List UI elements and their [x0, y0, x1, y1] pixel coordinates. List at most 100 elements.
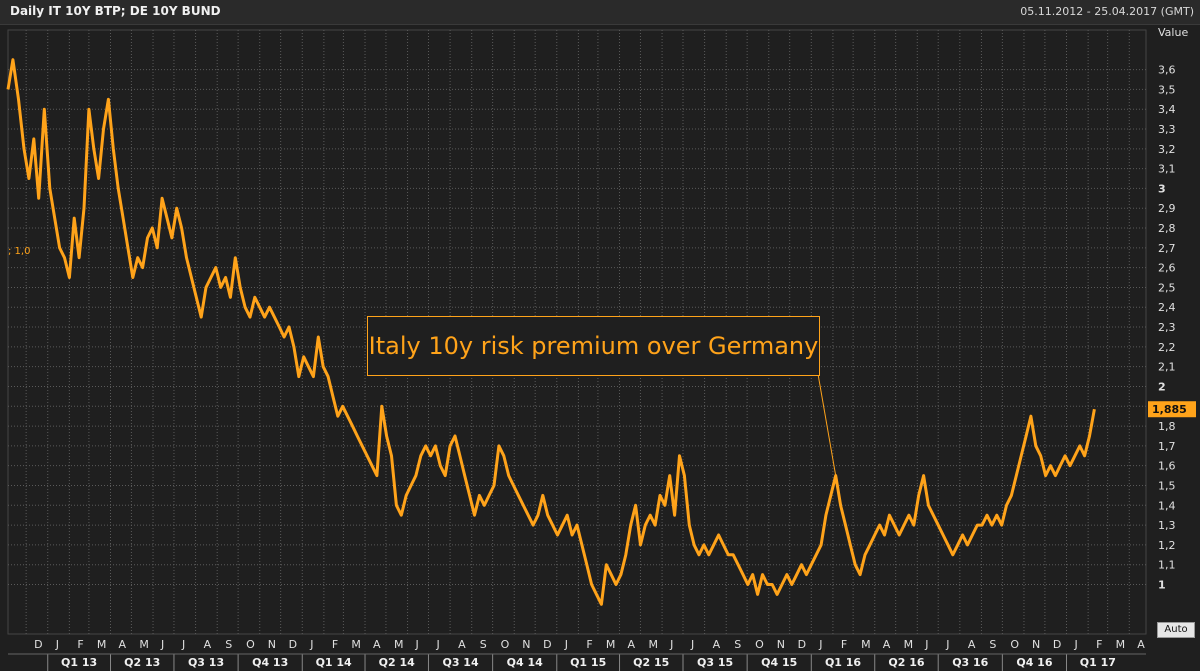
- x-month-label: A: [628, 638, 636, 651]
- x-month-label: A: [373, 638, 381, 651]
- x-month-label: J: [415, 638, 419, 651]
- x-month-label: D: [798, 638, 806, 651]
- x-month-label: J: [669, 638, 673, 651]
- x-month-label: J: [945, 638, 949, 651]
- y-tick-label: 3: [1158, 182, 1166, 195]
- x-month-label: N: [777, 638, 785, 651]
- x-month-label: A: [1137, 638, 1145, 651]
- last-value-label: 1,885: [1152, 403, 1187, 416]
- x-month-label: S: [734, 638, 741, 651]
- x-month-label: S: [225, 638, 232, 651]
- x-quarter-label: Q1 13: [61, 656, 97, 669]
- x-month-label: M: [904, 638, 914, 651]
- x-quarter-label: Q4 13: [252, 656, 288, 669]
- y-tick-label: 1,1: [1158, 559, 1176, 572]
- date-range: 05.11.2012 - 25.04.2017 (GMT): [1020, 5, 1194, 18]
- x-month-label: M: [1116, 638, 1126, 651]
- x-month-label: J: [160, 638, 164, 651]
- y-tick-label: 1,5: [1158, 479, 1176, 492]
- x-quarter-label: Q2 13: [124, 656, 160, 669]
- x-month-label: J: [309, 638, 313, 651]
- chart-title: Daily IT 10Y BTP; DE 10Y BUND: [10, 4, 221, 18]
- x-quarter-label: Q1 15: [570, 656, 606, 669]
- x-month-label: A: [119, 638, 127, 651]
- y-tick-label: 2,6: [1158, 262, 1176, 275]
- x-month-label: O: [1010, 638, 1019, 651]
- x-quarter-label: Q3 13: [188, 656, 224, 669]
- chart-header: Daily IT 10Y BTP; DE 10Y BUND 05.11.2012…: [0, 0, 1200, 25]
- x-quarter-label: Q1 14: [316, 656, 352, 669]
- y-tick-label: 1,2: [1158, 539, 1176, 552]
- x-month-label: M: [648, 638, 658, 651]
- spread-series-line: [6, 58, 1096, 606]
- line-chart: 11,11,21,31,41,51,61,71,81,922,12,22,32,…: [6, 26, 1196, 671]
- y-tick-label: 3,2: [1158, 143, 1176, 156]
- x-quarter-label: Q2 16: [888, 656, 924, 669]
- x-month-label: A: [204, 638, 212, 651]
- x-month-label: M: [97, 638, 107, 651]
- x-month-label: M: [606, 638, 616, 651]
- x-month-label: F: [586, 638, 592, 651]
- y-tick-label: 1,4: [1158, 499, 1176, 512]
- y-tick-label: 2,4: [1158, 301, 1176, 314]
- x-month-label: A: [713, 638, 721, 651]
- x-month-label: D: [34, 638, 42, 651]
- x-quarter-label: Q4 14: [507, 656, 543, 669]
- y-tick-label: 1,3: [1158, 519, 1176, 532]
- y-tick-label: 2,3: [1158, 321, 1176, 334]
- x-quarter-label: Q4 15: [761, 656, 797, 669]
- x-month-label: J: [435, 638, 439, 651]
- y-tick-label: 3,3: [1158, 123, 1176, 136]
- y-tick-label: 2,2: [1158, 341, 1176, 354]
- x-quarter-label: Q2 15: [633, 656, 669, 669]
- x-month-label: M: [861, 638, 871, 651]
- x-month-label: F: [77, 638, 83, 651]
- y-tick-label: 2,9: [1158, 202, 1176, 215]
- auto-scale-button[interactable]: Auto: [1157, 622, 1195, 638]
- x-quarter-label: Q1 16: [825, 656, 861, 669]
- x-month-label: M: [394, 638, 404, 651]
- x-month-label: M: [139, 638, 149, 651]
- x-month-label: J: [924, 638, 928, 651]
- legend-value: ; 1,0: [8, 246, 31, 257]
- x-month-label: A: [883, 638, 891, 651]
- x-month-label: D: [543, 638, 551, 651]
- y-tick-label: 3,5: [1158, 83, 1176, 96]
- x-month-label: F: [1096, 638, 1102, 651]
- x-quarter-label: Q2 14: [379, 656, 415, 669]
- x-month-label: J: [181, 638, 185, 651]
- x-month-label: J: [1074, 638, 1078, 651]
- last-value-badge: [1148, 401, 1196, 418]
- y-tick-label: 2,8: [1158, 222, 1176, 235]
- x-month-label: F: [841, 638, 847, 651]
- x-month-label: D: [289, 638, 297, 651]
- x-month-label: S: [480, 638, 487, 651]
- chart-annotation: Italy 10y risk premium over Germany: [367, 316, 820, 376]
- y-tick-label: 3,4: [1158, 103, 1176, 116]
- x-month-label: J: [690, 638, 694, 651]
- x-month-label: J: [55, 638, 59, 651]
- x-month-label: M: [351, 638, 361, 651]
- x-month-label: O: [755, 638, 764, 651]
- x-month-label: N: [268, 638, 276, 651]
- y-tick-label: 2,5: [1158, 281, 1176, 294]
- x-quarter-label: Q3 14: [442, 656, 478, 669]
- y-tick-label: 3,1: [1158, 163, 1176, 176]
- x-quarter-label: Q3 15: [697, 656, 733, 669]
- x-month-label: A: [458, 638, 466, 651]
- x-quarter-label: Q1 17: [1080, 656, 1116, 669]
- y-tick-label: 1,6: [1158, 460, 1176, 473]
- y-tick-label: 2,7: [1158, 242, 1176, 255]
- y-axis-label: Value: [1158, 26, 1188, 39]
- y-tick-label: 2,1: [1158, 361, 1176, 374]
- x-month-label: D: [1053, 638, 1061, 651]
- x-quarter-label: Q3 16: [952, 656, 988, 669]
- x-month-label: A: [968, 638, 976, 651]
- y-tick-label: 1,7: [1158, 440, 1176, 453]
- y-tick-label: 2: [1158, 380, 1166, 393]
- x-month-label: S: [989, 638, 996, 651]
- annotation-leader-line: [817, 373, 837, 476]
- x-month-label: O: [246, 638, 255, 651]
- x-month-label: F: [332, 638, 338, 651]
